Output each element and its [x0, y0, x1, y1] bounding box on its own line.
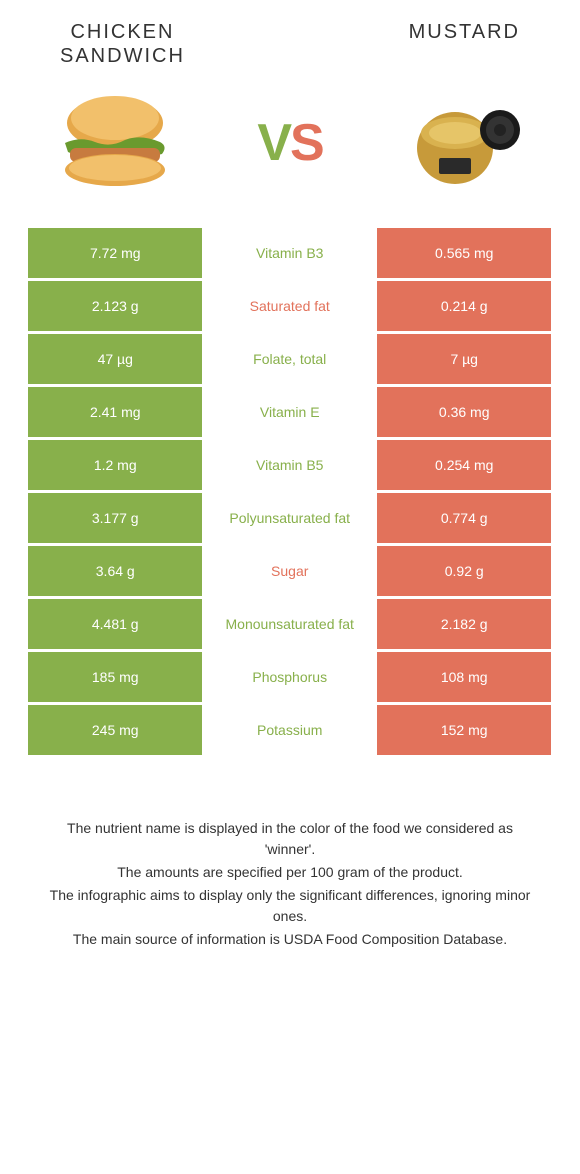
table-row: 1.2 mgVitamin B50.254 mg [28, 440, 552, 490]
cell-right-value: 7 µg [377, 334, 551, 384]
sandwich-icon [40, 88, 190, 198]
footer-line: The nutrient name is displayed in the co… [40, 818, 540, 860]
table-row: 185 mgPhosphorus108 mg [28, 652, 552, 702]
cell-right-value: 2.182 g [377, 599, 551, 649]
images-row: VS [0, 78, 580, 228]
cell-left-value: 2.41 mg [28, 387, 202, 437]
mustard-jar-icon [390, 88, 540, 198]
cell-right-value: 0.92 g [377, 546, 551, 596]
table-row: 4.481 gMonounsaturated fat2.182 g [28, 599, 552, 649]
cell-left-value: 2.123 g [28, 281, 202, 331]
vs-label: VS [257, 113, 322, 173]
cell-left-value: 7.72 mg [28, 228, 202, 278]
footer-line: The infographic aims to display only the… [40, 885, 540, 927]
cell-nutrient-label: Sugar [202, 546, 376, 596]
cell-left-value: 47 µg [28, 334, 202, 384]
food-title-left: CHICKEN SANDWICH [60, 20, 185, 68]
cell-right-value: 108 mg [377, 652, 551, 702]
cell-nutrient-label: Vitamin E [202, 387, 376, 437]
table-row: 3.64 gSugar0.92 g [28, 546, 552, 596]
table-row: 7.72 mgVitamin B30.565 mg [28, 228, 552, 278]
table-row: 3.177 gPolyunsaturated fat0.774 g [28, 493, 552, 543]
cell-right-value: 0.774 g [377, 493, 551, 543]
cell-left-value: 3.64 g [28, 546, 202, 596]
comparison-table: 7.72 mgVitamin B30.565 mg2.123 gSaturate… [0, 228, 580, 755]
cell-right-value: 0.565 mg [377, 228, 551, 278]
footer-notes: The nutrient name is displayed in the co… [0, 758, 580, 950]
cell-right-value: 0.214 g [377, 281, 551, 331]
cell-nutrient-label: Phosphorus [202, 652, 376, 702]
cell-left-value: 3.177 g [28, 493, 202, 543]
vs-v: V [257, 114, 290, 172]
vs-s: S [290, 114, 323, 172]
cell-nutrient-label: Saturated fat [202, 281, 376, 331]
cell-left-value: 185 mg [28, 652, 202, 702]
table-row: 2.123 gSaturated fat0.214 g [28, 281, 552, 331]
cell-nutrient-label: Vitamin B3 [202, 228, 376, 278]
cell-right-value: 0.36 mg [377, 387, 551, 437]
cell-nutrient-label: Folate, total [202, 334, 376, 384]
cell-nutrient-label: Potassium [202, 705, 376, 755]
table-row: 47 µgFolate, total7 µg [28, 334, 552, 384]
cell-nutrient-label: Polyunsaturated fat [202, 493, 376, 543]
cell-right-value: 0.254 mg [377, 440, 551, 490]
table-row: 245 mgPotassium152 mg [28, 705, 552, 755]
cell-left-value: 1.2 mg [28, 440, 202, 490]
table-row: 2.41 mgVitamin E0.36 mg [28, 387, 552, 437]
cell-nutrient-label: Vitamin B5 [202, 440, 376, 490]
cell-left-value: 4.481 g [28, 599, 202, 649]
cell-nutrient-label: Monounsaturated fat [202, 599, 376, 649]
footer-line: The amounts are specified per 100 gram o… [40, 862, 540, 883]
header: CHICKEN SANDWICH MUSTARD [0, 0, 580, 78]
cell-left-value: 245 mg [28, 705, 202, 755]
footer-line: The main source of information is USDA F… [40, 929, 540, 950]
food-title-right: MUSTARD [409, 20, 520, 68]
cell-right-value: 152 mg [377, 705, 551, 755]
